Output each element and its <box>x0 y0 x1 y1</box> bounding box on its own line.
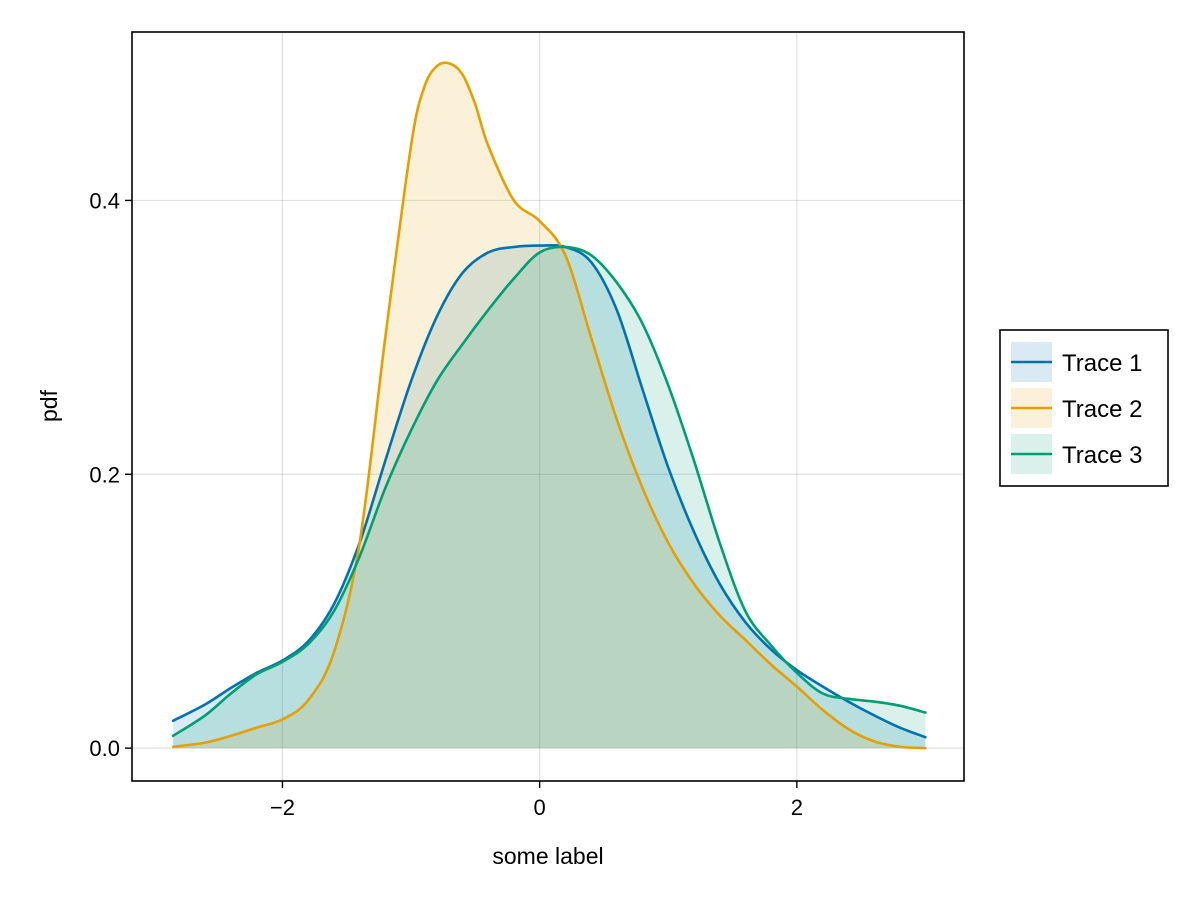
legend-label: Trace 3 <box>1062 442 1142 469</box>
x-tick-label: 2 <box>791 795 803 820</box>
x-tick-label: 0 <box>534 795 546 820</box>
legend-label: Trace 2 <box>1062 396 1142 423</box>
plot-frame <box>131 31 965 782</box>
legend-entry-trace-2: Trace 2 <box>1011 388 1142 428</box>
legend-entries: Trace 1 Trace 2 Trace 3 <box>1011 342 1142 474</box>
x-axis-ticks: −2 0 2 <box>270 781 803 820</box>
y-tick-label: 0.4 <box>89 188 120 213</box>
x-axis-label: some label <box>492 843 603 869</box>
series-fill-trace-3 <box>173 246 926 749</box>
y-tick-label: 0.2 <box>89 462 120 487</box>
legend-label: Trace 1 <box>1062 350 1142 377</box>
legend-entry-trace-1: Trace 1 <box>1011 342 1142 382</box>
series-lines <box>171 61 927 750</box>
y-axis-label: pdf <box>36 389 62 422</box>
grid <box>132 32 964 781</box>
series-fill-trace-1 <box>173 245 926 749</box>
series-fill-trace-2 <box>173 62 926 749</box>
series-fills <box>173 62 926 749</box>
series-line-trace-1 <box>171 243 927 739</box>
y-axis-ticks: 0.0 0.2 0.4 <box>89 188 132 761</box>
legend-entry-trace-3: Trace 3 <box>1011 434 1142 474</box>
y-tick-label: 0.0 <box>89 736 120 761</box>
series-line-trace-2 <box>171 61 927 750</box>
legend: Trace 1 Trace 2 Trace 3 <box>999 329 1169 487</box>
x-tick-label: −2 <box>270 795 295 820</box>
series-line-trace-3 <box>171 245 927 738</box>
